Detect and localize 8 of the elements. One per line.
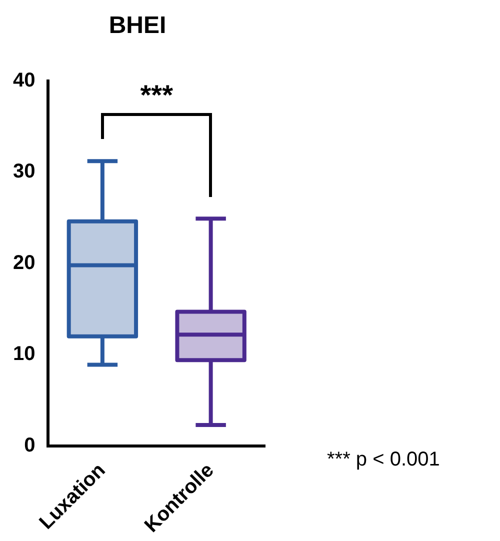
chart-title: BHEI — [108, 12, 166, 40]
y-tick-label: 40 — [12, 69, 36, 92]
y-tick-label: 10 — [12, 343, 36, 366]
y-tick-label: 0 — [24, 434, 36, 456]
y-tick-label: 20 — [12, 252, 36, 274]
annotation: *** — [140, 80, 174, 111]
y-tick-label: 30 — [12, 160, 36, 183]
text: *** p < 0.001 — [327, 448, 440, 470]
